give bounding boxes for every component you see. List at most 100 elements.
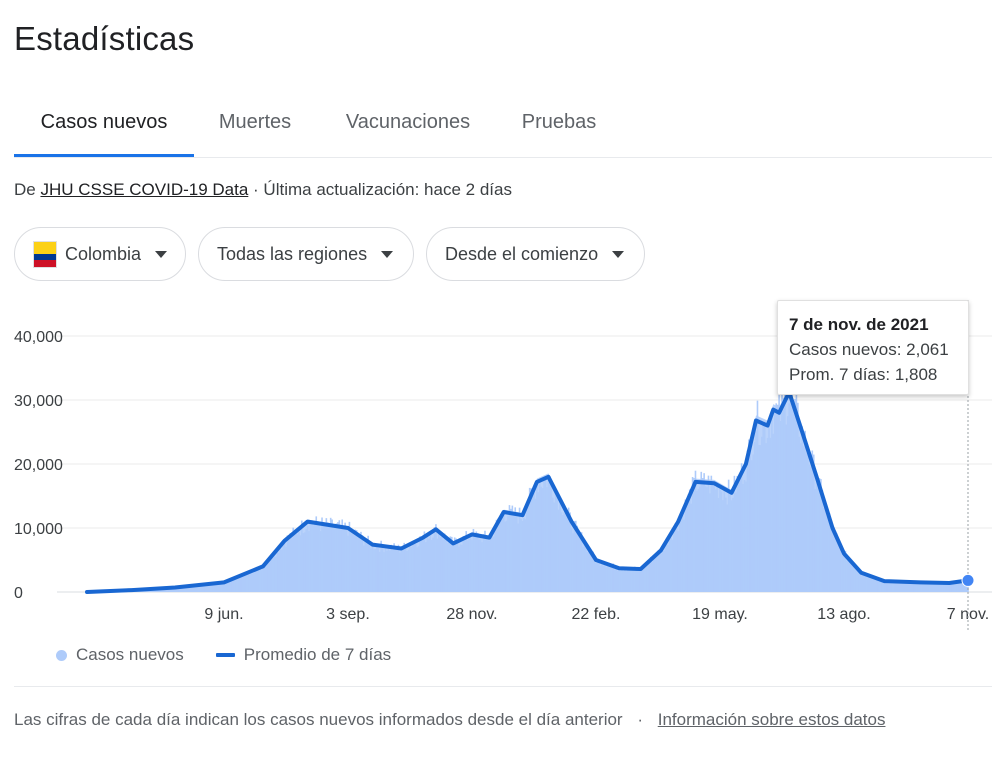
- daily-case-bar: [951, 582, 953, 592]
- daily-case-bar: [805, 452, 808, 592]
- daily-case-bar: [667, 544, 669, 592]
- daily-case-bar: [844, 550, 847, 592]
- daily-case-bar: [218, 582, 221, 592]
- daily-case-bar: [207, 584, 209, 592]
- data-info-link[interactable]: Información sobre estos datos: [657, 710, 886, 729]
- daily-case-bar: [857, 571, 860, 592]
- y-tick-label: 40,000: [14, 329, 63, 346]
- daily-case-bar: [531, 489, 534, 592]
- daily-case-bar: [364, 542, 367, 592]
- daily-case-bar: [576, 525, 579, 592]
- seven-day-average-line: [85, 390, 970, 594]
- daily-case-bar: [750, 460, 753, 592]
- daily-case-bar: [469, 538, 472, 592]
- daily-case-bar: [756, 400, 759, 592]
- tab-pruebas[interactable]: Pruebas: [521, 111, 597, 133]
- daily-case-bar: [763, 421, 766, 592]
- cases-chart[interactable]: 0 10,000 20,000 30,000 40,000 9 jun. 3 sep. 28…: [0, 290, 1008, 635]
- daily-case-bar: [665, 537, 668, 592]
- period-dropdown[interactable]: Desde el comienzo: [426, 227, 645, 281]
- daily-case-bar: [886, 581, 889, 592]
- daily-case-bar: [309, 520, 312, 592]
- daily-case-bar: [947, 582, 949, 592]
- daily-case-bar: [295, 529, 297, 592]
- tab-muertes[interactable]: Muertes: [218, 111, 292, 133]
- daily-case-bar: [293, 529, 296, 592]
- daily-case-bar: [259, 567, 261, 592]
- daily-case-bar: [239, 575, 241, 592]
- daily-case-bar: [419, 536, 421, 592]
- country-dropdown[interactable]: Colombia: [14, 227, 186, 281]
- chevron-down-icon: [612, 250, 625, 258]
- daily-case-bar: [363, 545, 365, 592]
- daily-case-bar: [479, 535, 482, 592]
- x-tick-label: 7 nov.: [947, 606, 989, 623]
- daily-case-bar: [404, 545, 407, 592]
- daily-case-bar: [700, 471, 703, 592]
- region-dropdown[interactable]: Todas las regiones: [198, 227, 414, 281]
- daily-case-bar: [719, 488, 721, 592]
- daily-case-bar: [592, 551, 594, 592]
- daily-case-bar: [916, 582, 919, 592]
- daily-case-bar: [396, 549, 398, 592]
- daily-case-bar: [474, 533, 476, 592]
- daily-case-bar: [605, 567, 607, 592]
- daily-case-bar: [710, 475, 713, 592]
- daily-case-bar: [644, 566, 646, 592]
- daily-case-bar: [895, 581, 897, 592]
- daily-case-bar: [837, 538, 840, 592]
- daily-case-bar: [161, 588, 163, 592]
- daily-case-bar: [938, 581, 940, 592]
- daily-case-bar: [337, 522, 339, 592]
- daily-case-bar: [292, 527, 294, 592]
- daily-case-bar: [223, 581, 225, 592]
- daily-case-bar: [902, 582, 904, 592]
- x-tick-label: 13 ago.: [817, 606, 870, 623]
- daily-case-bar: [615, 568, 617, 592]
- daily-case-bar: [201, 584, 204, 592]
- source-prefix: De: [14, 180, 36, 199]
- daily-case-bar: [882, 579, 884, 592]
- daily-case-bar: [233, 576, 235, 592]
- footer-note: Las cifras de cada día indican los casos…: [14, 710, 885, 730]
- daily-case-bar: [846, 560, 848, 592]
- daily-case-bar: [175, 587, 178, 592]
- daily-case-bar: [814, 489, 816, 592]
- daily-case-bar: [697, 488, 700, 592]
- daily-case-bar: [432, 537, 434, 592]
- daily-case-bar: [465, 531, 468, 592]
- daily-case-bar: [342, 525, 345, 592]
- average-legend-swatch: [215, 653, 235, 657]
- daily-case-bar: [423, 531, 426, 592]
- tab-vacunaciones[interactable]: Vacunaciones: [345, 111, 471, 133]
- daily-case-bar: [641, 569, 643, 592]
- daily-case-bar: [830, 522, 832, 592]
- daily-case-bar: [351, 529, 354, 592]
- daily-case-bar: [714, 489, 717, 592]
- daily-case-bar: [489, 534, 492, 592]
- daily-case-bar: [802, 446, 805, 592]
- daily-case-bar: [263, 565, 266, 592]
- daily-case-bar: [609, 565, 612, 592]
- daily-case-bar: [582, 546, 584, 592]
- daily-case-bar: [504, 521, 506, 592]
- daily-case-bar: [191, 585, 194, 592]
- daily-case-bar: [642, 564, 645, 592]
- daily-case-bar: [962, 580, 965, 592]
- daily-case-bar: [789, 398, 792, 592]
- source-link[interactable]: JHU CSSE COVID-19 Data: [40, 180, 249, 199]
- daily-case-bar: [169, 587, 172, 592]
- daily-case-bar: [354, 529, 356, 592]
- daily-case-bar: [670, 537, 672, 592]
- tab-casos-nuevos[interactable]: Casos nuevos: [14, 96, 194, 157]
- tooltip-date: 7 de nov. de 2021: [789, 315, 929, 334]
- daily-case-bar: [761, 436, 763, 592]
- daily-case-bar: [797, 402, 799, 592]
- daily-case-bar: [897, 582, 900, 592]
- daily-case-bar: [782, 397, 785, 592]
- daily-case-bar: [387, 545, 390, 592]
- daily-case-bar: [742, 483, 744, 592]
- daily-case-bar: [236, 579, 238, 592]
- daily-case-bar: [812, 454, 815, 592]
- daily-case-bar: [678, 519, 681, 592]
